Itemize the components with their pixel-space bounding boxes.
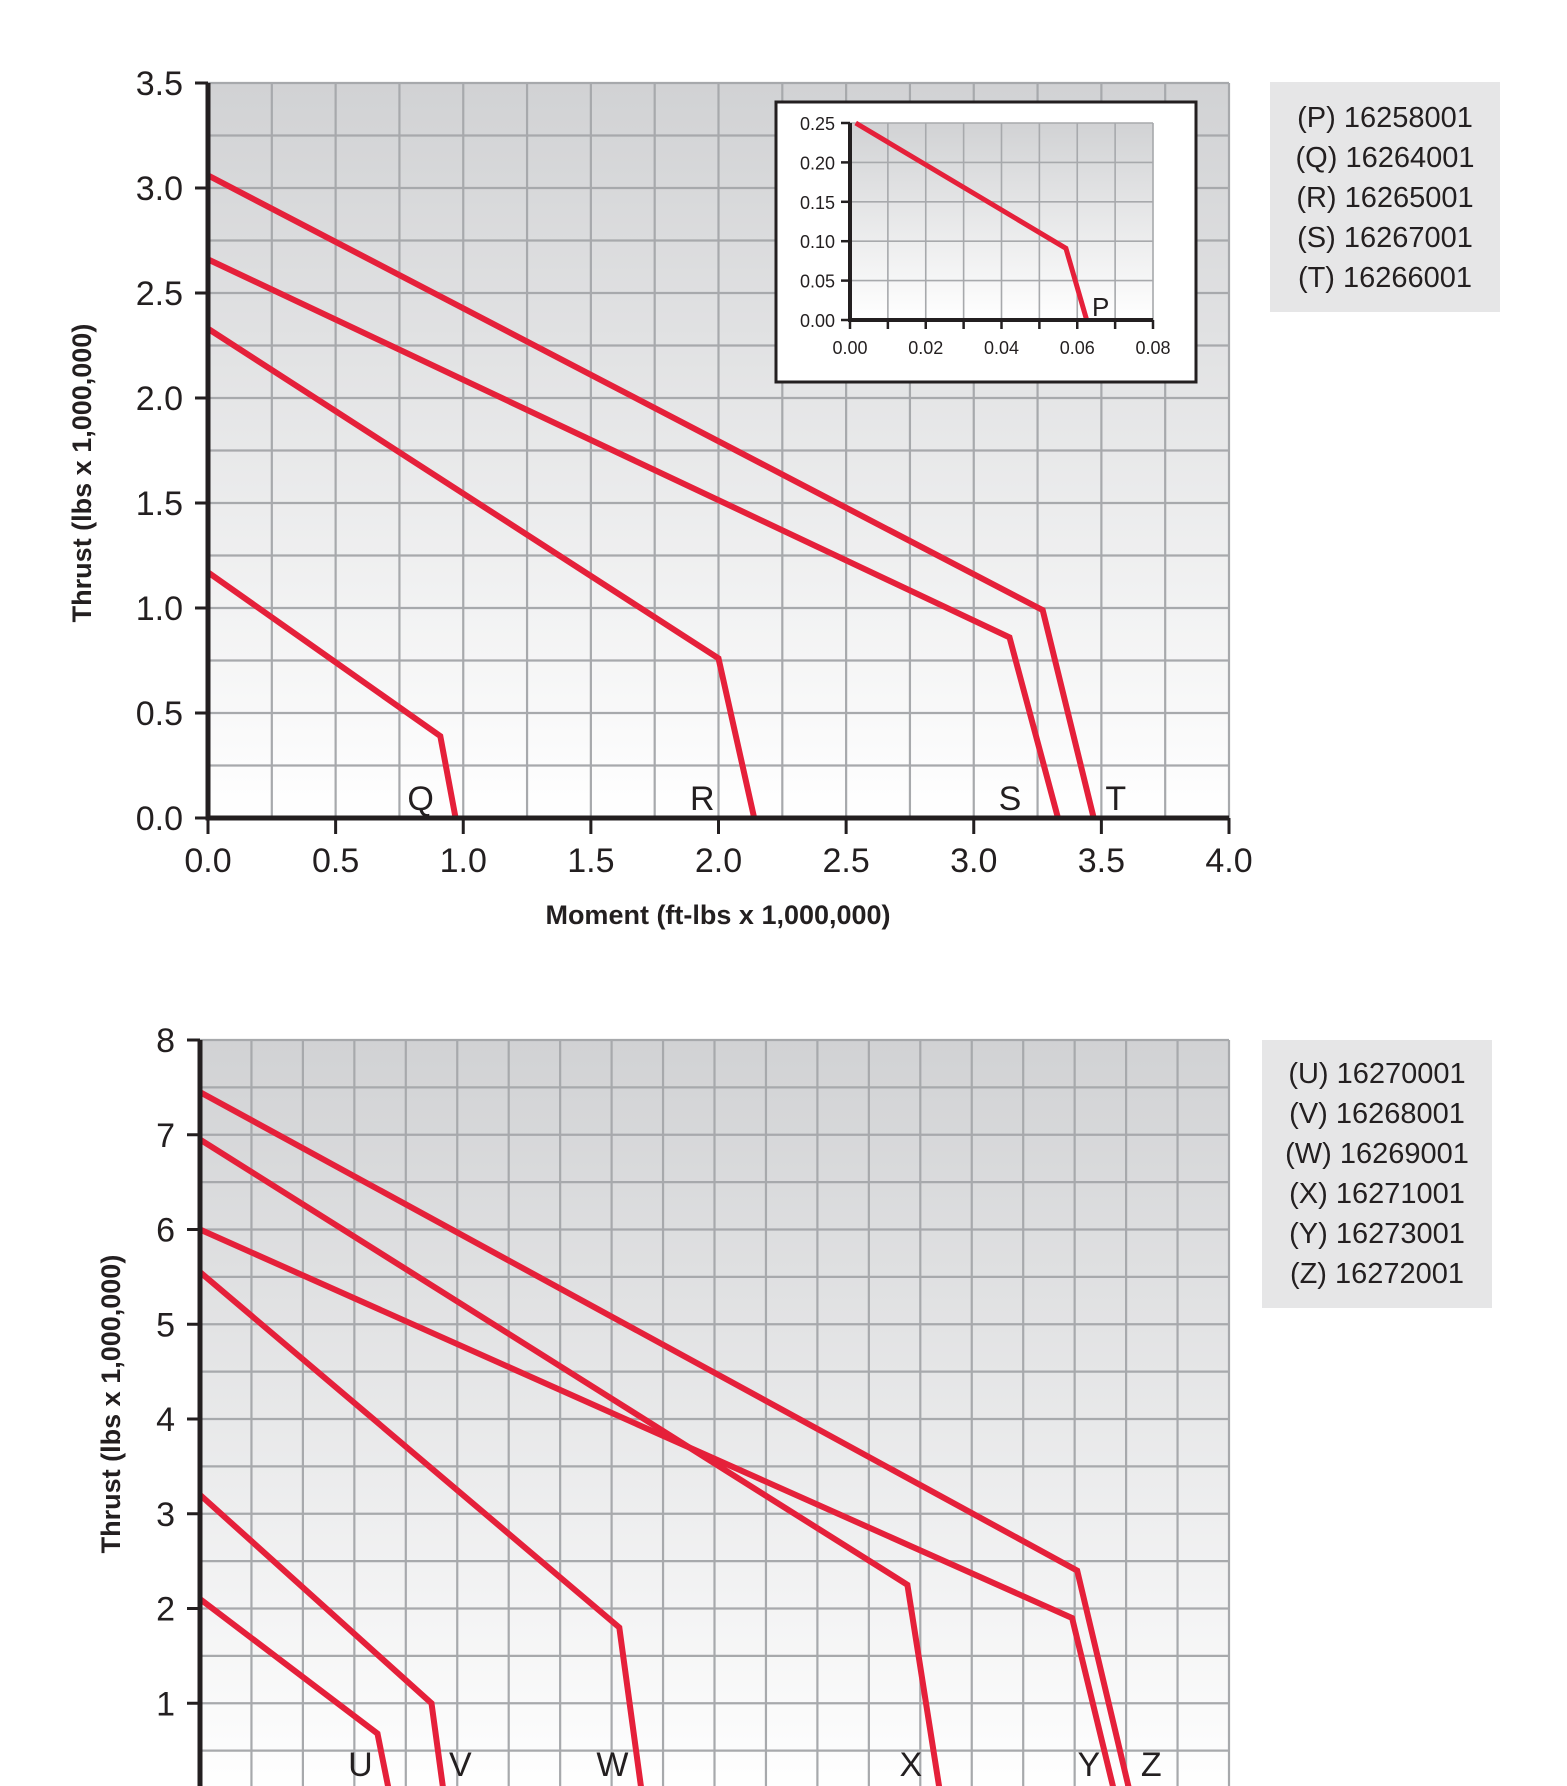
chart-1-legend: (P) 16258001 (Q) 16264001 (R) 16265001 (… xyxy=(1270,82,1500,312)
inset-y-tick-label: 0.00 xyxy=(800,311,835,331)
inset-x-tick-label: 0.02 xyxy=(908,338,943,358)
chart-1-x-tick-label: 3.0 xyxy=(950,842,997,880)
legend-item-p: (P) 16258001 xyxy=(1297,102,1473,134)
chart-1-series-q-line xyxy=(206,569,459,819)
chart-1-y-tick-label: 2.0 xyxy=(136,380,183,418)
chart-2: U V W X Y Z 0 1 2 3 4 5 6 7 8 Thrust (lbs x 1,000,000… xyxy=(96,1022,1231,1786)
legend-item-u: (U) 16270001 xyxy=(1288,1058,1466,1090)
chart-2-y-tick-label: 3 xyxy=(156,1496,175,1534)
chart-2-series-w-line xyxy=(198,1269,644,1786)
chart-1-y-tick-label: 0.0 xyxy=(136,800,183,838)
chart-1-series-label-r: R xyxy=(690,780,715,818)
legend-item-x: (X) 16271001 xyxy=(1289,1178,1465,1210)
chart-1-series-r-line xyxy=(206,326,758,819)
inset-y-tick-label: 0.20 xyxy=(800,153,835,173)
chart-2-y-tick-label: 0 xyxy=(156,1780,175,1786)
legend-item-s: (S) 16267001 xyxy=(1297,222,1473,254)
chart-2-series-label-z: Z xyxy=(1141,1746,1162,1784)
chart-1-series-label-t: T xyxy=(1105,780,1126,818)
inset-x-tick-label: 0.08 xyxy=(1135,338,1170,358)
chart-1-y-tick-label: 1.0 xyxy=(136,590,183,628)
chart-1: Q R S T 0.0 0.5 1.0 1.5 2.0 2.5 3.0 3.5 0.0 0.5 1.0 1.… xyxy=(67,65,1253,930)
inset-y-tick-label: 0.25 xyxy=(800,114,835,134)
inset-x-tick-label: 0.06 xyxy=(1060,338,1095,358)
inset-ticks: 0.00 0.05 0.10 0.15 0.20 0.25 0.00 0.02 0.04 0.06… xyxy=(800,114,1171,358)
inset-x-tick-label: 0.00 xyxy=(832,338,867,358)
chart-1-y-tick-label: 1.5 xyxy=(136,485,183,523)
chart-1-y-tick-label: 2.5 xyxy=(136,275,183,313)
inset-series: P xyxy=(854,120,1109,322)
inset-plot-area xyxy=(849,122,1154,321)
legend-item-z: (Z) 16272001 xyxy=(1289,1258,1465,1290)
chart-1-series-label-s: S xyxy=(999,780,1022,818)
chart-2-series-label-y: Y xyxy=(1077,1746,1100,1784)
chart-2-series-x-line xyxy=(198,1136,943,1786)
chart-1-x-tick-label: 0.5 xyxy=(312,842,359,880)
chart-2-y-tick-label: 1 xyxy=(156,1685,175,1723)
chart-1-ticks: 0.0 0.5 1.0 1.5 2.0 2.5 3.0 3.5 0.0 0.5 1.0 1.5 2.0 2… xyxy=(136,65,1253,880)
chart-2-series-u-line xyxy=(198,1596,392,1786)
chart-1-x-tick-label: 3.5 xyxy=(1078,842,1125,880)
chart-1-series-label-q: Q xyxy=(407,780,433,818)
chart-2-series-label-x: X xyxy=(900,1746,923,1784)
chart-1-x-tick-label: 2.0 xyxy=(695,842,742,880)
chart-2-series-z-line xyxy=(198,1089,1132,1786)
chart-1-x-tick-label: 1.0 xyxy=(440,842,487,880)
chart-1-series-s-line xyxy=(206,256,1061,819)
chart-2-legend: (U) 16270001 (V) 16268001 (W) 16269001 (… xyxy=(1262,1040,1492,1308)
chart-1-x-tick-label: 1.5 xyxy=(567,842,614,880)
chart-2-y-tick-label: 4 xyxy=(156,1401,175,1439)
legend-item-q: (Q) 16264001 xyxy=(1295,142,1475,174)
chart-1-inset: P 0.000.050.100.150.200.250.00 0.02 0.04 0.… xyxy=(774,100,1198,384)
chart-2-y-tick-label: 2 xyxy=(156,1591,175,1629)
chart-2-series-label-u: U xyxy=(348,1746,373,1784)
legend-item-t: (T) 16266001 xyxy=(1297,262,1473,294)
inset-x-tick-label: 0.04 xyxy=(984,338,1019,358)
chart-1-x-axis-title: Moment (ft-lbs x 1,000,000) xyxy=(545,900,890,930)
legend-item-w: (W) 16269001 xyxy=(1285,1138,1469,1170)
chart-2-series-v-line xyxy=(197,1492,446,1786)
legend-item-y: (Y) 16273001 xyxy=(1289,1218,1465,1250)
inset-y-tick-label: 0.05 xyxy=(800,272,835,292)
chart-2-y-tick-label: 5 xyxy=(156,1306,175,1344)
chart-2-y-tick-label: 8 xyxy=(156,1022,175,1060)
legend-item-v: (V) 16268001 xyxy=(1289,1098,1465,1130)
chart-1-y-tick-label: 0.5 xyxy=(136,695,183,733)
inset-y-tick-label: 0.10 xyxy=(800,232,835,252)
chart-1-y-tick-label: 3.0 xyxy=(136,170,183,208)
chart-1-x-tick-label: 0.0 xyxy=(184,842,231,880)
chart-2-plot-area xyxy=(198,1038,1231,1786)
chart-2-series-label-w: W xyxy=(596,1746,628,1784)
chart-1-x-tick-label: 2.5 xyxy=(822,842,869,880)
chart-2-y-tick-label: 7 xyxy=(156,1117,175,1155)
chart-2-series-label-v: V xyxy=(449,1746,472,1784)
chart-1-x-tick-label: 4.0 xyxy=(1205,842,1252,880)
chart-1-series-t-line xyxy=(206,172,1097,819)
chart-1-y-tick-label: 3.5 xyxy=(136,65,183,103)
chart-2-series-y-line xyxy=(198,1226,1116,1786)
chart-2-y-tick-label: 6 xyxy=(156,1212,175,1250)
chart-2-ticks: 0 1 2 3 4 5 6 7 8 xyxy=(156,1022,200,1786)
legend-item-r: (R) 16265001 xyxy=(1296,182,1474,214)
chart-1-y-axis-title: Thrust (lbs x 1,000,000) xyxy=(67,324,97,623)
inset-series-label-p: P xyxy=(1092,292,1109,322)
chart-2-y-axis-title: Thrust (lbs x 1,000,000) xyxy=(96,1255,126,1554)
chart-1-series: Q R S T xyxy=(206,172,1126,819)
chart-2-series: U V W X Y Z xyxy=(197,1089,1162,1786)
inset-series-p-line xyxy=(854,120,1090,321)
inset-y-tick-label: 0.15 xyxy=(800,193,835,213)
